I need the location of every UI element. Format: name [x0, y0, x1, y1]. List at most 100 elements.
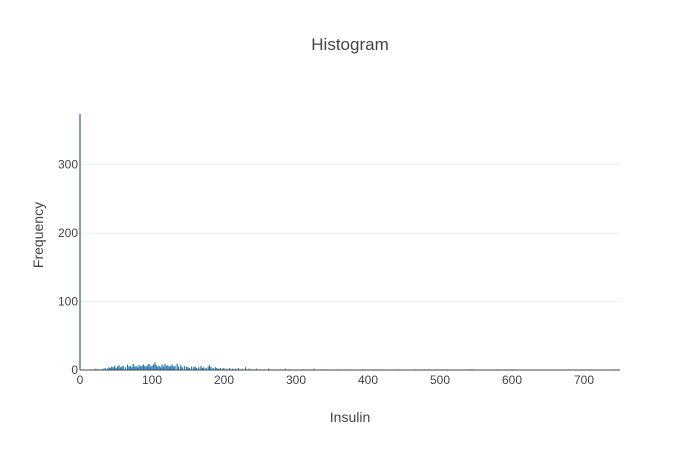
histogram-bar [198, 367, 200, 370]
x-tick-label: 200 [214, 373, 234, 387]
histogram-bar [268, 368, 270, 370]
histogram-bar [106, 368, 108, 370]
histogram-bar [178, 366, 180, 370]
histogram-bar [108, 367, 110, 370]
histogram-bar [196, 367, 198, 370]
histogram-bar [194, 366, 196, 370]
histogram-bar [180, 365, 182, 370]
histogram-bar [137, 367, 139, 370]
histogram-bar [226, 368, 228, 370]
histogram-bar [113, 365, 116, 370]
histogram-bar [191, 366, 193, 370]
histogram-bar [174, 365, 176, 370]
histogram-bar [158, 365, 160, 370]
histogram-bar [109, 367, 111, 370]
histogram-bar [165, 365, 167, 370]
histogram-bar [176, 363, 178, 370]
histogram-bar [145, 366, 147, 370]
histogram-bar [112, 367, 114, 370]
histogram-bar [205, 367, 207, 370]
histogram-bar [142, 364, 144, 370]
histogram-bar [124, 367, 126, 370]
x-tick-label: 400 [358, 373, 378, 387]
histogram-bar [115, 367, 117, 370]
histogram-bar [181, 367, 183, 370]
histogram-bar [234, 368, 237, 370]
histogram-bar [170, 365, 172, 370]
histogram-bar [152, 364, 155, 370]
histogram-bar [128, 366, 130, 370]
histogram-bar [245, 367, 247, 370]
chart-title: Histogram [311, 35, 388, 54]
histogram-bar [248, 368, 250, 370]
histogram-bar [155, 365, 157, 370]
histogram-bar [284, 368, 286, 370]
histogram-bar [151, 365, 153, 370]
histogram-bar [241, 368, 243, 370]
x-tick-label: 600 [502, 373, 522, 387]
histogram-bar [160, 367, 162, 370]
histogram-bar [210, 367, 212, 370]
x-tick-label: 0 [77, 373, 84, 387]
histogram-bar [148, 363, 150, 370]
histogram-bar [203, 367, 205, 370]
histogram-bar [219, 367, 221, 370]
x-tick-label: 100 [142, 373, 162, 387]
histogram-bar [255, 368, 257, 370]
histogram-bar [126, 364, 129, 370]
histogram-bar [154, 362, 156, 370]
x-tick-label: 300 [286, 373, 306, 387]
histogram-bar [162, 366, 165, 370]
x-axis-title: Insulin [330, 409, 370, 425]
histogram-bar [132, 363, 134, 370]
histogram-bar [118, 365, 120, 370]
histogram-bar [149, 366, 152, 370]
histogram-bar [104, 367, 106, 370]
y-axis-ticks: 0 100 200 300 [58, 158, 78, 377]
x-axis-ticks: 0 100 200 300 400 500 600 700 [77, 373, 595, 387]
x-tick-label: 700 [574, 373, 594, 387]
histogram-bar [129, 365, 131, 370]
histogram-bar [135, 365, 137, 370]
histogram-bar [141, 365, 143, 370]
histogram-bar [223, 367, 225, 370]
histogram-bar [193, 367, 195, 370]
histogram-bar [144, 365, 146, 370]
histogram-bar [216, 367, 218, 370]
histogram-bar [161, 364, 163, 370]
y-axis-title: Frequency [30, 202, 46, 268]
histogram-bar [209, 365, 211, 370]
histogram-bar [200, 365, 202, 370]
histogram-bar [147, 365, 149, 370]
histogram-bar [207, 366, 209, 370]
histogram-bar [183, 365, 185, 370]
histogram-bar [229, 367, 231, 370]
histogram-bar [111, 366, 113, 370]
y-tick-label: 0 [71, 363, 78, 377]
histogram-bar [134, 366, 136, 370]
histogram-bar [138, 365, 140, 370]
y-tick-label: 300 [58, 158, 78, 172]
histogram-bar [212, 367, 214, 370]
histogram-bar [217, 368, 219, 370]
histogram-bar [221, 368, 224, 370]
histogram-bar [168, 366, 170, 370]
histogram-bar [171, 364, 173, 370]
histogram-bar [95, 368, 97, 370]
histogram-bar [201, 367, 203, 370]
x-tick-label: 500 [430, 373, 450, 387]
y-tick-label: 200 [58, 226, 78, 240]
histogram-bar [116, 366, 119, 370]
histogram-bar [237, 367, 239, 370]
histogram-bar [313, 368, 315, 370]
histogram-bar [157, 366, 159, 370]
histogram-bar [185, 366, 188, 370]
histogram-bar [164, 363, 166, 370]
histogram-bar [173, 366, 175, 370]
grid-lines [80, 164, 620, 303]
histogram-bar [187, 367, 189, 370]
histogram-bar [139, 366, 142, 370]
